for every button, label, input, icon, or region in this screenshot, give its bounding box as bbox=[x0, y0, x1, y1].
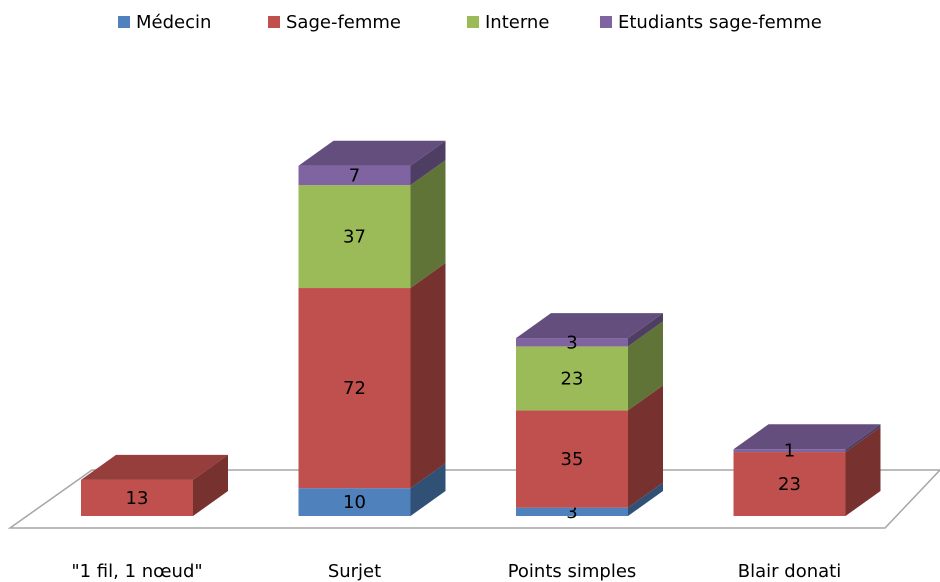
legend-swatch bbox=[467, 16, 479, 28]
bar-front bbox=[516, 346, 628, 411]
legend-swatch bbox=[268, 16, 280, 28]
bar-front bbox=[298, 488, 411, 516]
bar-front bbox=[733, 452, 846, 516]
x-tick-label: "1 fil, 1 nœud" bbox=[71, 561, 202, 582]
legend-label: Médecin bbox=[136, 12, 211, 33]
bar-side bbox=[845, 424, 881, 453]
bar-front bbox=[516, 507, 628, 516]
data-label: 7 bbox=[349, 165, 360, 186]
data-label: 23 bbox=[561, 368, 584, 389]
data-label: 37 bbox=[343, 227, 366, 248]
bar-front bbox=[516, 338, 628, 347]
bar-side bbox=[628, 321, 663, 411]
bar-front bbox=[298, 165, 411, 186]
data-label: 35 bbox=[561, 449, 584, 470]
data-label: 1 bbox=[784, 441, 795, 462]
x-tick-label: Surjet bbox=[328, 561, 381, 582]
floor bbox=[7, 469, 940, 529]
data-label: 3 bbox=[566, 502, 577, 523]
bar-side bbox=[410, 160, 446, 289]
bar-top bbox=[298, 140, 446, 166]
bar-side bbox=[628, 385, 663, 508]
x-tick-label: Points simples bbox=[508, 561, 637, 582]
data-label: 3 bbox=[566, 332, 577, 353]
bar-side bbox=[410, 263, 446, 489]
bar-front bbox=[298, 288, 411, 489]
legend-label: Etudiants sage-femme bbox=[618, 12, 822, 33]
bar-top bbox=[81, 454, 228, 480]
bar-side bbox=[193, 454, 228, 516]
bar-front bbox=[81, 479, 193, 516]
bar-top bbox=[516, 313, 663, 339]
bar-side bbox=[845, 427, 881, 516]
data-label: 13 bbox=[126, 488, 149, 509]
bar-side bbox=[628, 313, 663, 347]
legend-swatch bbox=[600, 16, 612, 28]
bar-front bbox=[733, 449, 846, 453]
bar-side bbox=[410, 140, 446, 186]
legend-label: Interne bbox=[485, 12, 549, 33]
x-tick-label: Blair donati bbox=[738, 561, 841, 582]
bar-side bbox=[628, 482, 663, 516]
legend-label: Sage-femme bbox=[286, 12, 401, 33]
bar-top bbox=[733, 424, 881, 450]
data-label: 10 bbox=[343, 492, 366, 513]
legend-swatch bbox=[118, 16, 130, 28]
bar-front bbox=[298, 185, 411, 289]
data-label: 23 bbox=[778, 474, 801, 495]
bar-side bbox=[410, 463, 446, 516]
bar-front bbox=[516, 410, 628, 508]
data-label: 72 bbox=[343, 378, 366, 399]
